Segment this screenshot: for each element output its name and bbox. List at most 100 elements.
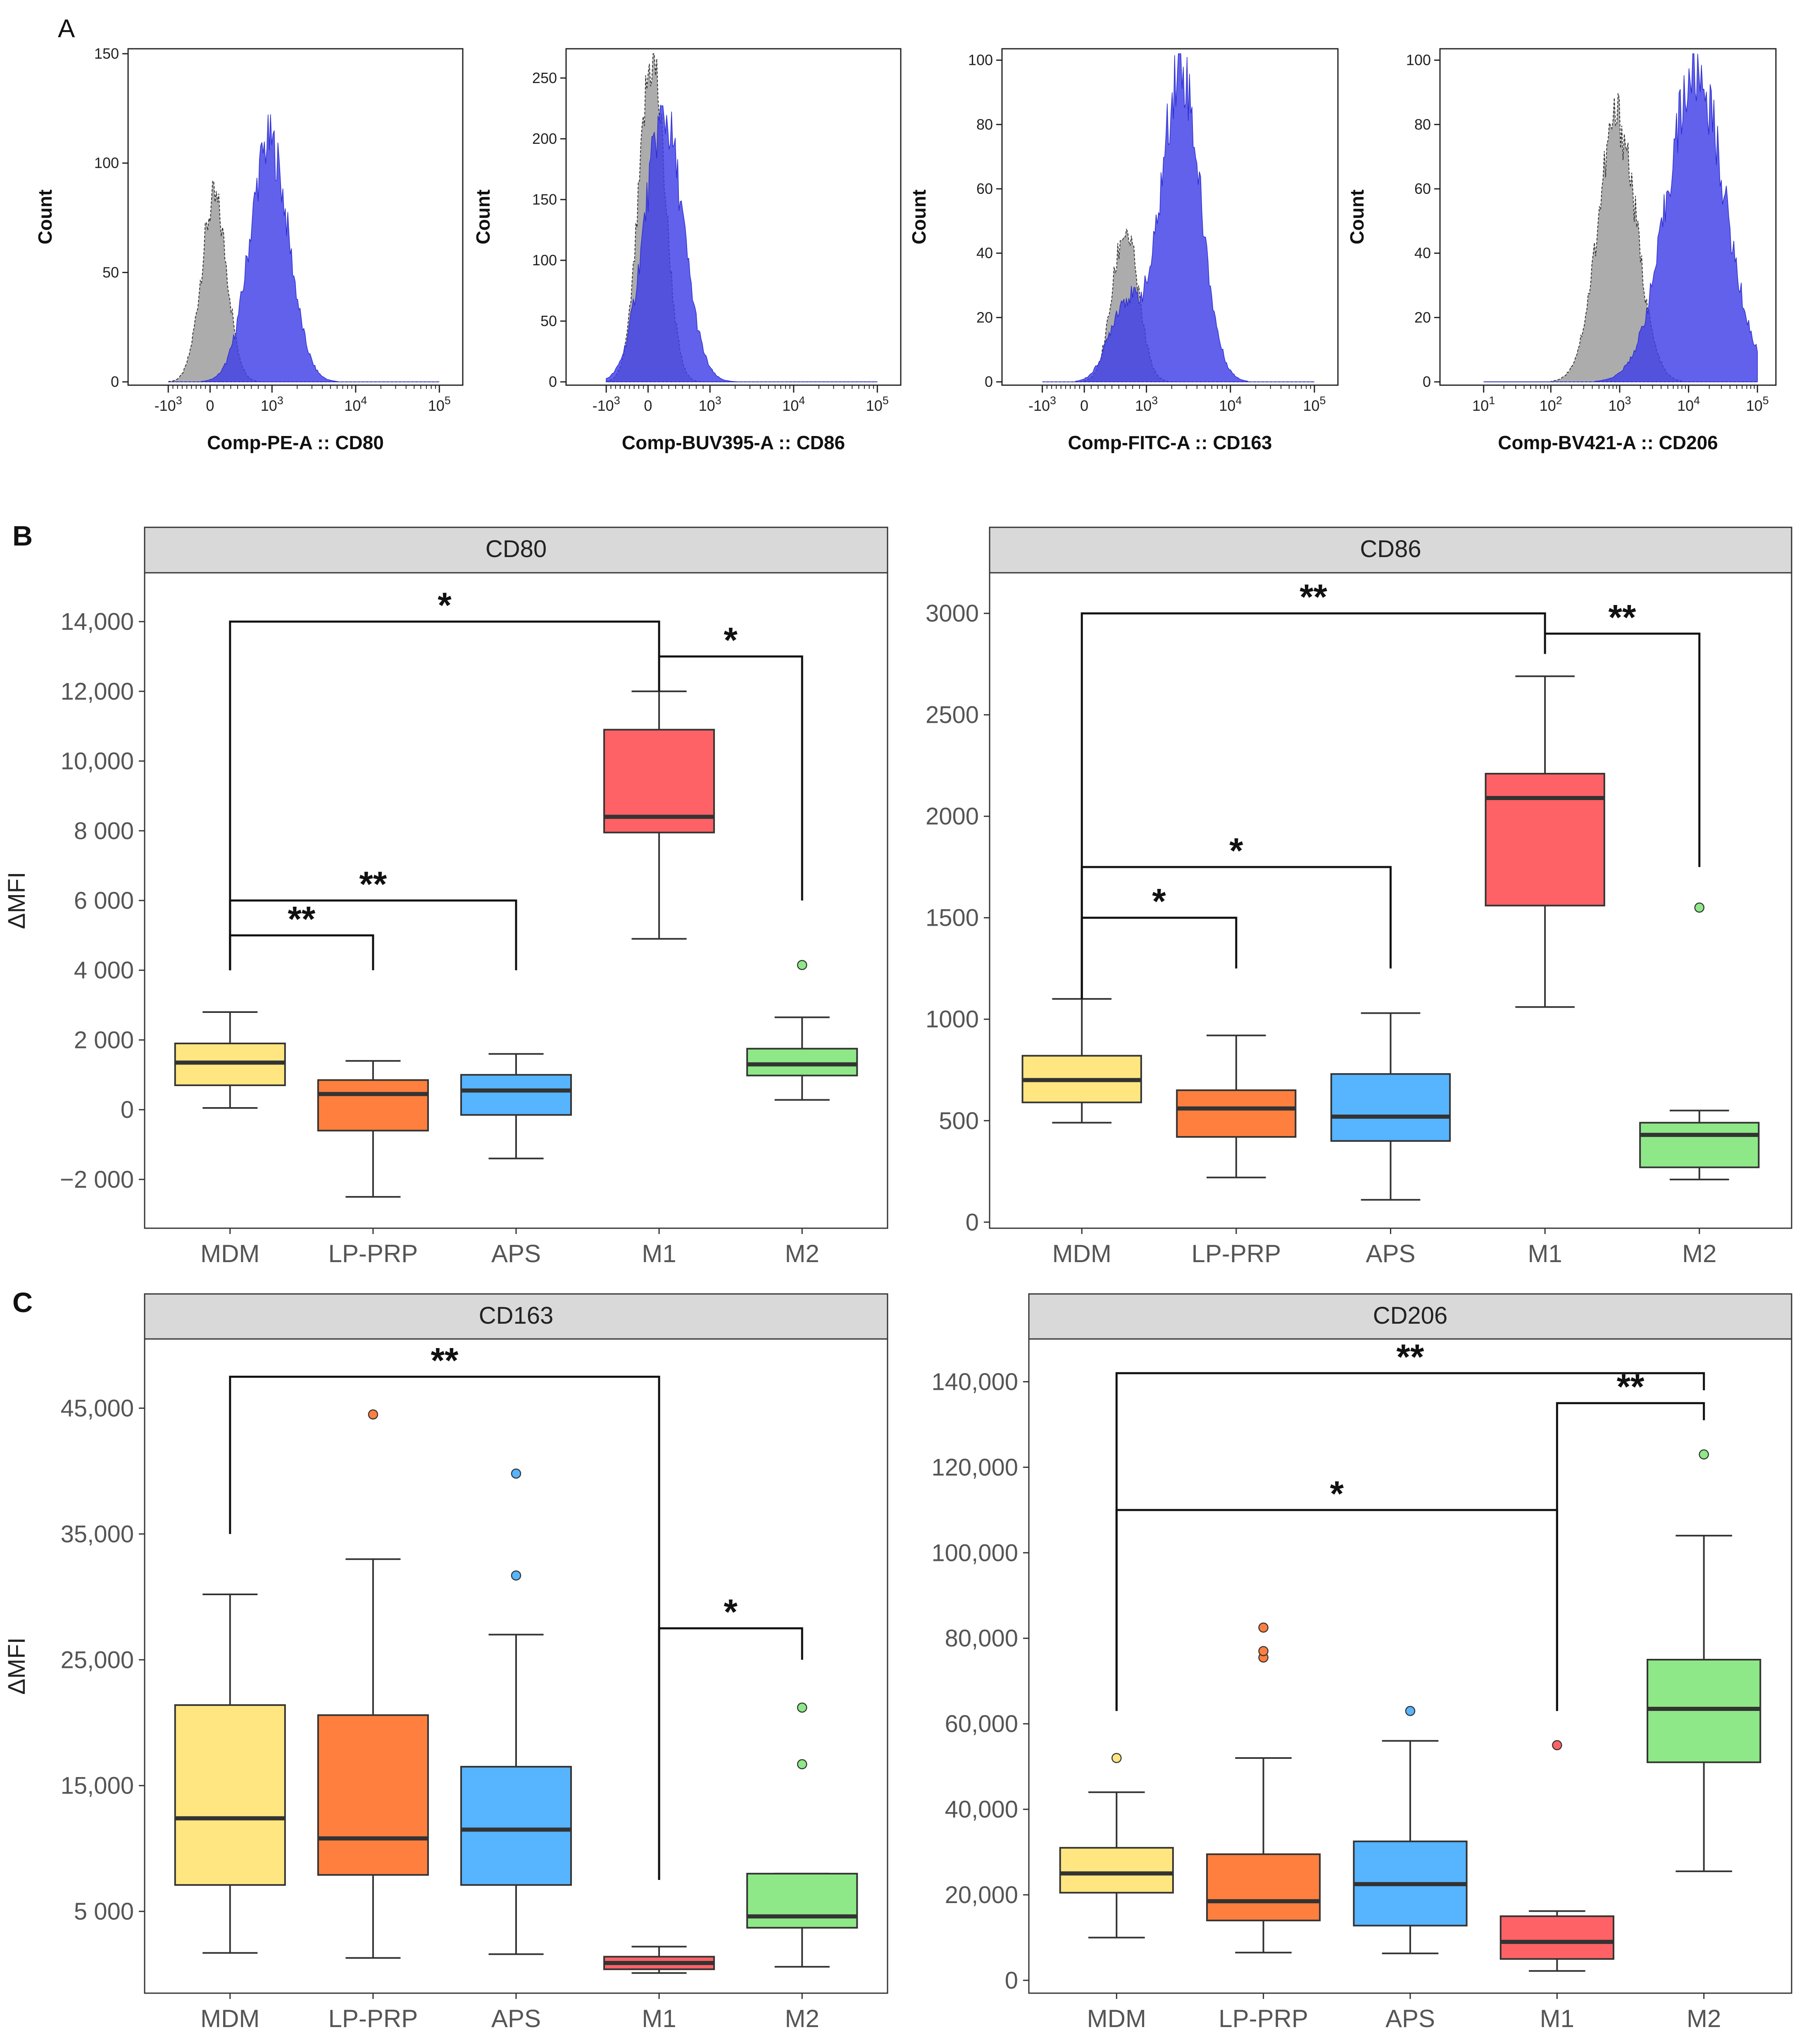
y-tick-label: 25,000	[61, 1646, 134, 1673]
x-tick-label-lp-prp: LP-PRP	[1191, 1240, 1281, 1267]
facet-title: CD163	[479, 1302, 554, 1329]
box-aps	[1330, 1073, 1451, 1142]
x-axis-title: Comp-PE-A :: CD80	[207, 432, 384, 453]
x-tick-label: 0	[1080, 397, 1088, 414]
y-tick-label: 80	[976, 116, 993, 133]
facet-strip	[144, 1293, 888, 1340]
box-m1	[1485, 773, 1605, 907]
x-tick-label-aps: APS	[1366, 1240, 1415, 1267]
box-m2	[746, 1048, 858, 1077]
x-tick-label-lp-prp: LP-PRP	[328, 1240, 418, 1267]
outlier-lp-prp	[1258, 1646, 1269, 1656]
y-tick-label: 12,000	[61, 678, 134, 705]
significance-label: *	[724, 620, 738, 660]
significance-bracket	[1544, 632, 1701, 867]
y-tick-label: 4 000	[74, 957, 134, 984]
y-tick-label: 100	[532, 252, 557, 269]
histogram-cd86: 0 50 100 150 200 250 -103 0 103 104 105 Comp-BUV395…	[472, 48, 902, 453]
x-tick-label-m2: M2	[1682, 1240, 1716, 1267]
y-tick-label: 20	[976, 309, 993, 326]
x-tick-label: 105	[428, 394, 451, 414]
outlier-lp-prp	[368, 1409, 378, 1420]
boxplot-cd206: CD206 0 20,000 40,000 60,000 80,000 100,000 120…	[931, 1293, 1792, 2032]
x-tick-label: 0	[644, 397, 652, 414]
histogram-cd206: 0 20 40 60 80 100 101 102 103 104 105 Comp-BV421-A …	[1346, 48, 1777, 453]
x-axis-title: Comp-FITC-A :: CD163	[1068, 432, 1272, 453]
x-tick-label-mdm: MDM	[200, 2005, 259, 2032]
outlier-mdm	[1111, 1753, 1122, 1763]
significance-bracket	[1115, 1509, 1558, 1711]
y-tick-label: 40,000	[945, 1796, 1018, 1823]
x-axis-title: Comp-BV421-A :: CD206	[1498, 432, 1718, 453]
significance-bracket	[1080, 917, 1238, 999]
x-tick-label-m2: M2	[1687, 2005, 1721, 2032]
x-tick-label-aps: APS	[491, 2005, 541, 2032]
significance-label: *	[1229, 831, 1243, 871]
significance-label: *	[438, 586, 452, 625]
outlier-lp-prp	[1258, 1622, 1269, 1633]
y-tick-label: 0	[111, 373, 119, 390]
y-tick-label: 2 000	[74, 1027, 134, 1053]
box-mdm	[174, 1704, 286, 1886]
outlier-m2	[797, 1702, 807, 1713]
significance-bracket	[229, 934, 374, 970]
plot-frame	[565, 48, 902, 386]
series-stained	[1042, 53, 1315, 382]
box-m1	[1499, 1915, 1614, 1960]
y-tick-label: 0	[985, 373, 993, 390]
outlier-m2	[1699, 1449, 1709, 1460]
y-tick-label: 20,000	[945, 1882, 1018, 1908]
y-tick-label: 1000	[926, 1006, 979, 1033]
box-mdm	[1059, 1847, 1174, 1894]
y-tick-label: 35,000	[61, 1521, 134, 1548]
y-tick-label: 80	[1414, 116, 1431, 133]
x-tick-label: 105	[1303, 394, 1326, 414]
significance-label: **	[1397, 1337, 1424, 1377]
y-tick-label: 140,000	[931, 1368, 1018, 1395]
y-tick-label: 60,000	[945, 1710, 1018, 1737]
y-tick-label: 100,000	[931, 1539, 1018, 1566]
y-tick-label: 250	[532, 69, 557, 86]
y-tick-label: 50	[540, 312, 557, 329]
y-tick-label: 2000	[926, 803, 979, 830]
boxplot-cd86: CD86 0 500 1000 1500 2000 2500 3000 MDM LP-PRP APS…	[926, 526, 1792, 1267]
x-tick-label-m2: M2	[785, 1240, 819, 1267]
significance-label: *	[724, 1592, 738, 1632]
outlier-aps	[511, 1468, 521, 1479]
facet-title: CD80	[486, 536, 547, 562]
y-tick-label: 80,000	[945, 1625, 1018, 1652]
series-stained	[168, 114, 440, 382]
x-tick-label: 0	[206, 397, 214, 414]
x-tick-label: -103	[155, 394, 182, 414]
x-tick-label-aps: APS	[1385, 2005, 1435, 2032]
x-axis-title: Comp-BUV395-A :: CD86	[622, 432, 845, 453]
y-tick-label: 200	[532, 130, 557, 147]
y-tick-label: 150	[94, 45, 119, 62]
x-tick-label-m1: M1	[642, 1240, 676, 1267]
y-axis-title: ΔMFI	[3, 1637, 30, 1695]
x-tick-label-mdm: MDM	[200, 1240, 259, 1267]
box-lp-prp	[317, 1079, 429, 1132]
x-tick-label-m1: M1	[1528, 1240, 1562, 1267]
significance-label: **	[288, 899, 315, 939]
x-tick-label-m2: M2	[785, 2005, 819, 2032]
x-tick-label-m1: M1	[642, 2005, 676, 2032]
outlier-aps	[1405, 1706, 1416, 1716]
y-tick-label: 40	[976, 245, 993, 262]
x-tick-label-aps: APS	[491, 1240, 541, 1267]
outlier-m2	[797, 960, 807, 970]
box-m2	[746, 1872, 858, 1929]
panel-label-b: B	[12, 520, 33, 552]
facet-title: CD206	[1373, 1302, 1448, 1329]
outlier-aps	[511, 1570, 521, 1581]
y-tick-label: 0	[966, 1209, 979, 1236]
y-tick-label: 2500	[926, 702, 979, 729]
y-axis-title: ΔMFI	[3, 872, 30, 929]
x-tick-label: 105	[866, 394, 889, 414]
panel-label-a: A	[58, 14, 75, 43]
significance-label: **	[1299, 577, 1327, 617]
facet-strip	[1028, 1293, 1792, 1340]
y-tick-label: 3000	[926, 600, 979, 627]
x-tick-label: 102	[1540, 394, 1562, 414]
